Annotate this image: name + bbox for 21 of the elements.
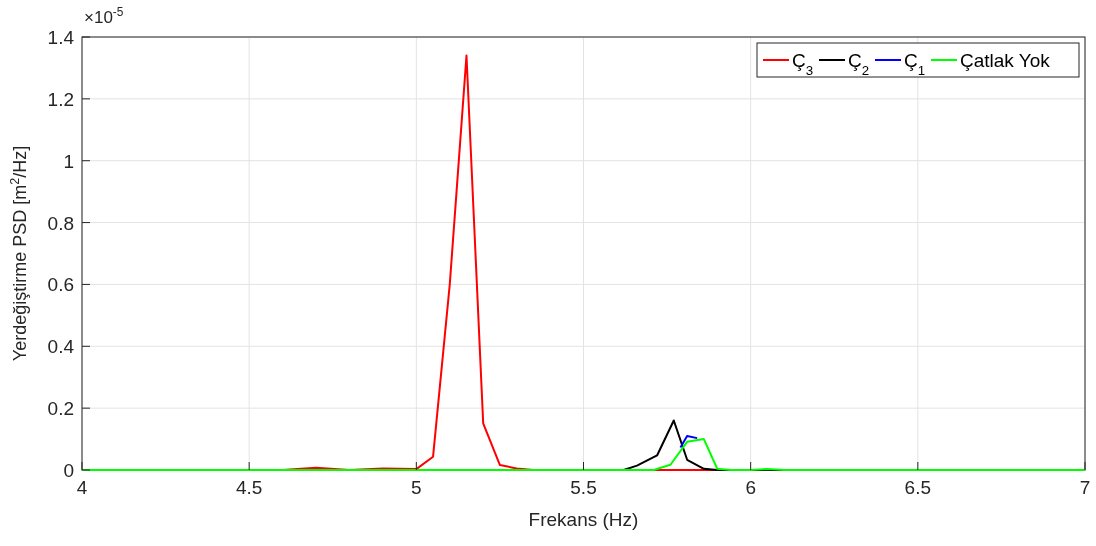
y-tick-label: 0.8 bbox=[47, 212, 74, 234]
x-tick-label: 4.5 bbox=[235, 477, 263, 498]
x-tick-label: 6 bbox=[745, 477, 756, 498]
x-tick-label: 4 bbox=[76, 477, 88, 498]
y-tick-label: 0.6 bbox=[47, 274, 74, 296]
x-tick-label: 5 bbox=[411, 477, 422, 498]
legend-label: Çatlak Yok bbox=[960, 50, 1051, 71]
legend-label: Ç$_{1}$ bbox=[904, 50, 926, 78]
y-tick-label: 0.2 bbox=[47, 398, 74, 420]
y-tick-label: 0.4 bbox=[47, 336, 75, 358]
y-tick-label: 0 bbox=[63, 460, 74, 481]
legend-label: Ç$_{2}$ bbox=[848, 50, 870, 78]
y-tick-label: 1.4 bbox=[47, 27, 75, 48]
legend-label: Ç$_{3}$ bbox=[792, 50, 814, 78]
y-tick-label: 1 bbox=[63, 150, 74, 172]
x-tick-label: 6.5 bbox=[904, 477, 932, 498]
text: ×10$^{-5}$ bbox=[84, 5, 124, 27]
x-tick-label: 5.5 bbox=[570, 477, 597, 498]
x-tick-label: 7 bbox=[1079, 477, 1091, 498]
x-axis-title: Frekans (Hz) bbox=[528, 509, 639, 530]
y-tick-label: 1.2 bbox=[47, 88, 74, 110]
